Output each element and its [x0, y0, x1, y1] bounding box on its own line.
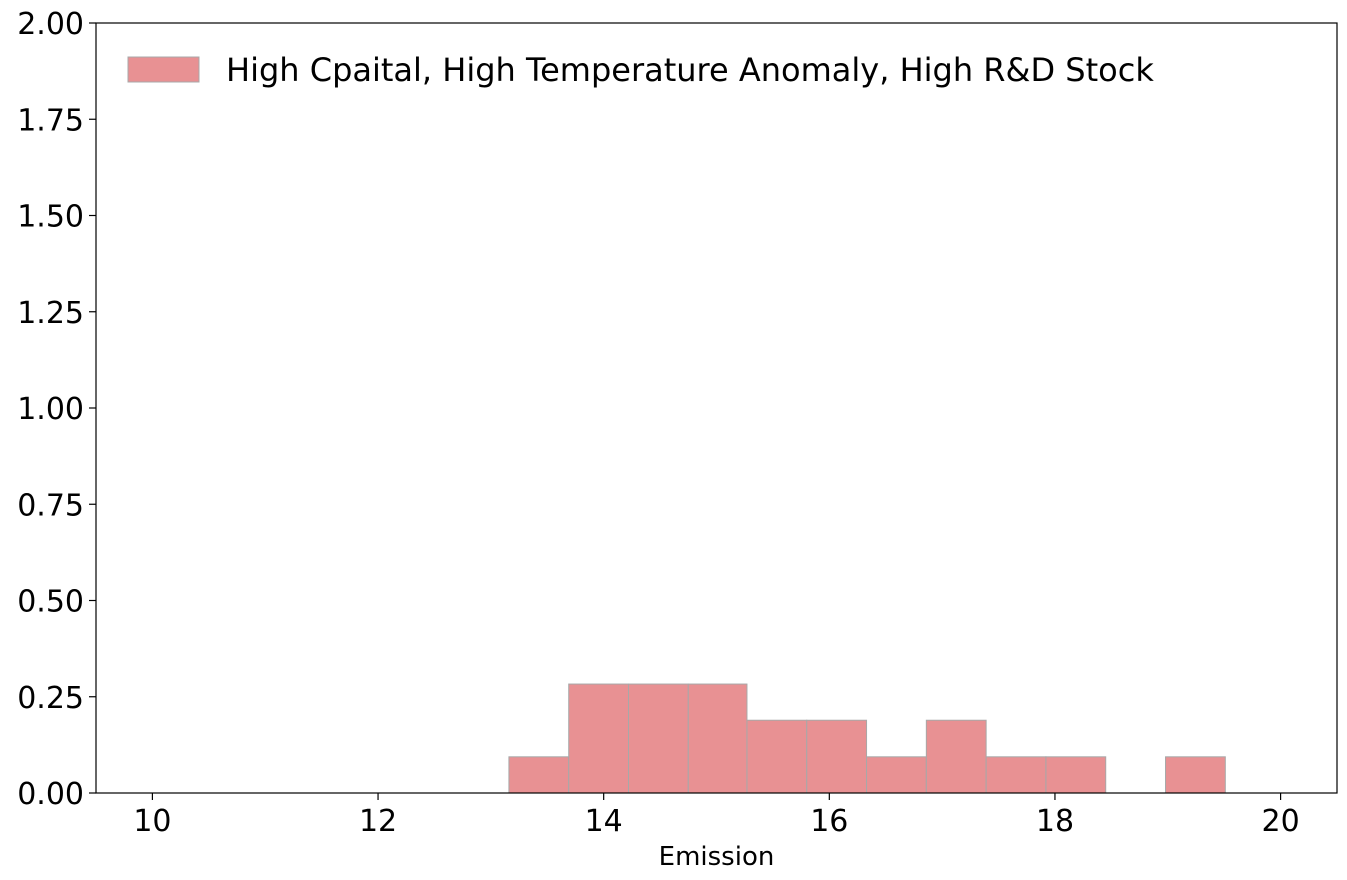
x-tick-label: 18 — [1036, 804, 1074, 839]
y-tick-label: 0.00 — [17, 777, 84, 812]
histogram-bar — [1045, 756, 1107, 794]
histogram-bar — [866, 756, 927, 794]
y-tick-label: 0.25 — [17, 681, 84, 716]
histogram-bar — [568, 683, 630, 794]
x-tick-label: 16 — [810, 804, 848, 839]
legend-label: High Cpaital, High Temperature Anomaly, … — [226, 51, 1154, 89]
x-tick-label: 10 — [133, 804, 171, 839]
x-tick-label: 20 — [1261, 804, 1299, 839]
histogram-bars — [508, 683, 1226, 794]
y-tick-label: 1.25 — [17, 296, 84, 331]
plot-frame — [95, 22, 1338, 794]
histogram-bar — [806, 719, 868, 794]
y-tick-label: 2.00 — [17, 7, 84, 42]
y-tick-label: 0.50 — [17, 585, 84, 620]
x-axis-title: Emission — [659, 842, 775, 872]
histogram-bar — [1165, 756, 1226, 794]
x-tick-label: 14 — [585, 804, 623, 839]
legend: High Cpaital, High Temperature Anomaly, … — [127, 51, 1154, 89]
y-axis: 0.00 0.25 0.50 0.75 1.00 1.25 1.50 1.75 2.00 — [17, 7, 96, 812]
histogram-bar — [628, 683, 689, 794]
histogram-bar — [985, 756, 1047, 794]
y-tick-label: 0.75 — [17, 488, 84, 523]
histogram-bar — [925, 719, 987, 794]
legend-swatch — [127, 56, 200, 83]
y-tick-label: 1.50 — [17, 200, 84, 235]
histogram-bar — [508, 756, 570, 794]
histogram-bar — [746, 719, 808, 794]
y-tick-label: 1.00 — [17, 392, 84, 427]
x-axis: 10 12 14 16 18 20 — [133, 793, 1300, 839]
x-tick-label: 12 — [359, 804, 397, 839]
y-tick-label: 1.75 — [17, 103, 84, 138]
histogram-bar — [687, 683, 748, 794]
